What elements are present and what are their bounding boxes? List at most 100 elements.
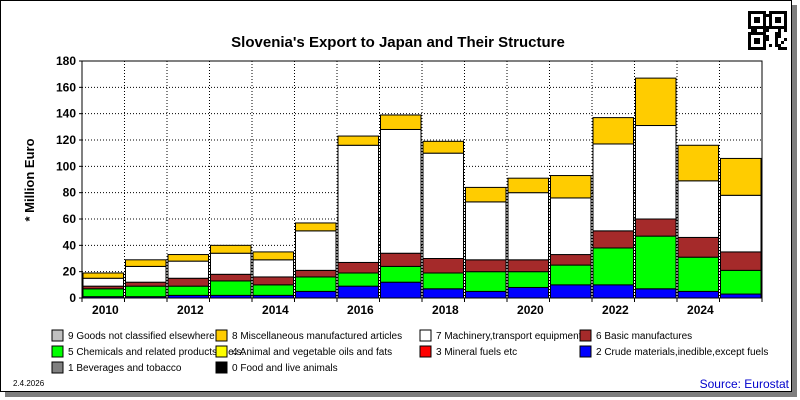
bar-segment (167, 285, 209, 296)
bar-segment (550, 264, 592, 286)
bar-segment (677, 180, 719, 238)
bar-segment (380, 265, 422, 283)
bar-segment (465, 186, 507, 203)
bar-segment (507, 259, 549, 273)
bar-segment (337, 272, 379, 287)
bar-segment (550, 175, 592, 199)
legend-swatch (51, 361, 64, 374)
bar-segment (677, 236, 719, 258)
bar-segment (380, 128, 422, 254)
bar-segment (252, 276, 294, 286)
bar-segment (125, 281, 167, 287)
bar-segment (337, 144, 379, 263)
legend-label: 8 Miscellaneous manufactured articles (232, 331, 402, 342)
bar-segment (635, 235, 677, 290)
legend-swatch (215, 329, 228, 342)
bar-segment (210, 252, 252, 275)
bar-segment (720, 269, 762, 295)
bar-segment (720, 293, 762, 299)
bar-segment (125, 259, 167, 267)
legend-label: 9 Goods not classified elsewhere (68, 331, 215, 342)
footer-date: 2.4.2026 (13, 379, 45, 388)
bar-segment (295, 269, 337, 278)
y-tick-label: 120 (56, 133, 76, 147)
bar-segment (422, 258, 464, 274)
plot-border (81, 60, 763, 299)
legend-swatch (51, 345, 64, 358)
legend-label: 2 Crude materials,inedible,except fuels (596, 347, 768, 358)
bar-segment (720, 194, 762, 253)
y-axis-label: * Million Euro (22, 138, 37, 221)
x-tick-label: 2012 (177, 303, 204, 317)
bar-segment (422, 272, 464, 290)
legend-swatch (51, 329, 64, 342)
bar-segment (422, 140, 464, 154)
bar-segment (677, 256, 719, 292)
legend-swatch (215, 345, 228, 358)
y-tick-label: 0 (69, 291, 76, 305)
y-tick-label: 100 (56, 159, 76, 173)
bar-segment (295, 290, 337, 299)
bar-segment (380, 114, 422, 130)
x-tick-label: 2024 (687, 303, 714, 317)
legend-swatch (215, 361, 228, 374)
legend-label: 6 Basic manufactures (596, 331, 692, 342)
bar-segment (465, 201, 507, 261)
bar-segment (252, 284, 294, 296)
y-tick-label: 140 (56, 107, 76, 121)
y-tick-label: 60 (63, 212, 77, 226)
x-tick-label: 2010 (92, 303, 119, 317)
bar-segment (550, 284, 592, 299)
bar-segment (592, 143, 634, 232)
bar-segment (295, 222, 337, 232)
legend-label: 0 Food and live animals (232, 363, 338, 374)
bar-segment (337, 135, 379, 146)
bar-segment (295, 230, 337, 271)
legend-swatch (579, 345, 592, 358)
bar-segment (210, 280, 252, 296)
bar-segment (507, 286, 549, 299)
bar-segment (550, 197, 592, 256)
bar-segment (82, 277, 124, 287)
bar-segment (82, 288, 124, 298)
legend: 9 Goods not classified elsewhere 8 Miscel… (51, 329, 768, 374)
legend-label: 4 Animal and vegetable oils and fats (232, 347, 392, 358)
bar-segment (210, 244, 252, 254)
x-tick-label: 2020 (517, 303, 544, 317)
bar-segment (635, 77, 677, 127)
bar-segment (720, 251, 762, 271)
bar-segment (82, 272, 124, 279)
bar-segment (592, 247, 634, 286)
bar-segment (635, 125, 677, 220)
bar-segment (422, 288, 464, 299)
bar-segment (635, 218, 677, 237)
bar-segment (337, 261, 379, 274)
bar-segment (507, 192, 549, 261)
bar-segment (677, 144, 719, 182)
bar-segment (677, 290, 719, 299)
y-tick-label: 160 (56, 80, 76, 94)
bar-segment (125, 285, 167, 298)
y-tick-label: 40 (63, 238, 77, 252)
x-tick-label: 2014 (262, 303, 289, 317)
bar-segment (337, 285, 379, 299)
bar-segment (592, 230, 634, 249)
y-tick-label: 180 (56, 54, 76, 68)
bar-segment (167, 277, 209, 287)
bar-segment (507, 177, 549, 194)
legend-label: 3 Mineral fuels etc (436, 347, 517, 358)
chart-title: Slovenia's Export to Japan and Their Str… (231, 34, 565, 51)
legend-swatch (579, 329, 592, 342)
bar-segment (422, 152, 464, 260)
x-tick-label: 2018 (432, 303, 459, 317)
bar-segment (592, 117, 634, 145)
bar-segment (380, 281, 422, 299)
legend-swatch (419, 329, 432, 342)
bar-segment (210, 273, 252, 282)
legend-label: 5 Chemicals and related products,n.e.s. (68, 347, 244, 358)
bar-segment (465, 271, 507, 292)
bar-segment (550, 254, 592, 266)
y-tick-label: 20 (63, 265, 77, 279)
bar-segment (252, 251, 294, 261)
bar-segment (635, 288, 677, 299)
